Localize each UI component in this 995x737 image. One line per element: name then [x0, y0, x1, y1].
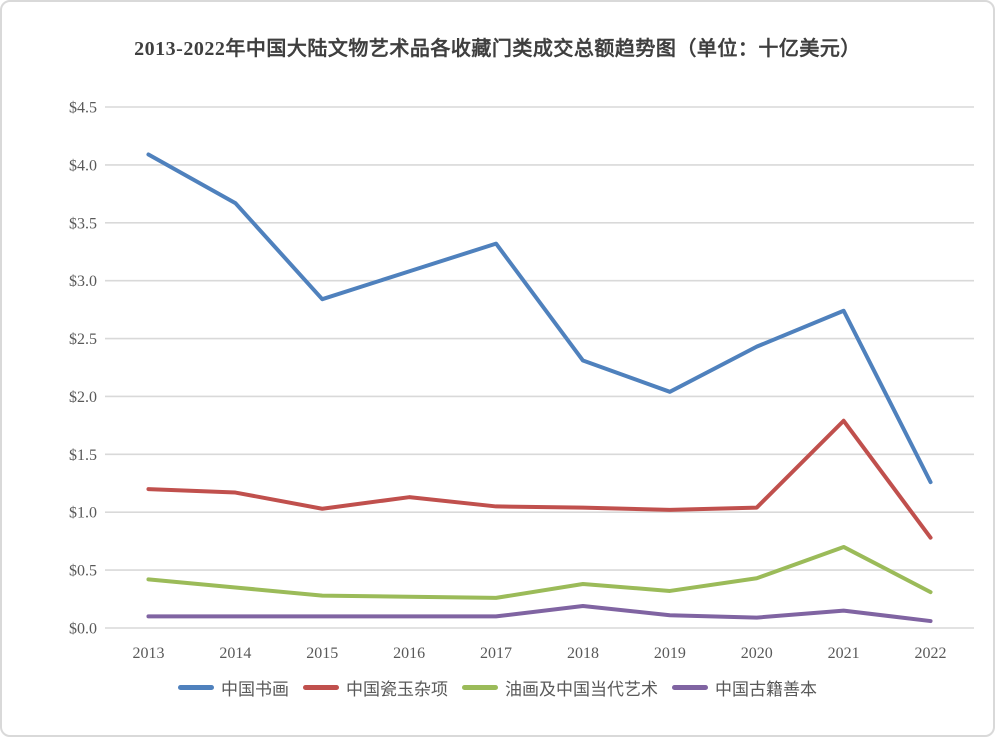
- y-axis-tick-label: $4.5: [69, 100, 97, 117]
- y-axis-tick-label: $1.5: [69, 447, 97, 464]
- x-axis-tick-label: 2022: [915, 645, 947, 662]
- x-axis-tick-label: 2013: [132, 645, 164, 662]
- x-axis-tick-label: 2021: [828, 645, 860, 662]
- legend-line-swatch: [178, 684, 214, 690]
- series-line-3: [146, 604, 933, 624]
- series-line-2: [146, 544, 933, 600]
- y-axis-tick-label: $3.0: [69, 273, 97, 290]
- legend-line-swatch: [462, 684, 498, 690]
- legend-label: 油画及中国当代艺术: [505, 679, 658, 699]
- legend: 中国书画 中国瓷玉杂项 油画及中国当代艺术 中国古籍善本: [2, 674, 993, 700]
- y-axis-tick-label: $1.0: [69, 505, 97, 522]
- x-axis-tick-label: 2018: [567, 645, 599, 662]
- x-axis-tick-label: 2015: [306, 645, 338, 662]
- legend-item-3: 中国古籍善本: [672, 675, 817, 700]
- y-axis-tick-label: $0.0: [69, 621, 97, 638]
- legend-line-swatch: [303, 684, 339, 690]
- x-axis-tick-label: 2016: [393, 645, 425, 662]
- chart-title: 2013-2022年中国大陆文物艺术品各收藏门类成交总额趋势图（单位：十亿美元）: [134, 38, 861, 60]
- legend-label: 中国古籍善本: [715, 679, 817, 699]
- legend-item-1: 中国瓷玉杂项: [303, 675, 448, 700]
- series-line-0: [146, 152, 933, 485]
- legend-label: 中国书画: [221, 679, 289, 699]
- x-axis-tick-label: 2017: [480, 645, 512, 662]
- legend-item-0: 中国书画: [178, 675, 289, 700]
- y-axis-tick-label: $2.5: [69, 331, 97, 348]
- y-axis-tick-label: $3.5: [69, 215, 97, 232]
- y-axis-tick-label: $2.0: [69, 389, 97, 406]
- legend-line-swatch: [672, 684, 708, 690]
- series-line-1: [146, 418, 933, 540]
- x-axis-tick-label: 2020: [741, 645, 773, 662]
- legend-item-2: 油画及中国当代艺术: [462, 675, 658, 700]
- legend-label: 中国瓷玉杂项: [346, 679, 448, 699]
- x-axis-tick-label: 2014: [219, 645, 251, 662]
- x-axis-tick-label: 2019: [654, 645, 686, 662]
- y-axis-tick-label: $4.0: [69, 157, 97, 174]
- y-axis-tick-label: $0.5: [69, 563, 97, 580]
